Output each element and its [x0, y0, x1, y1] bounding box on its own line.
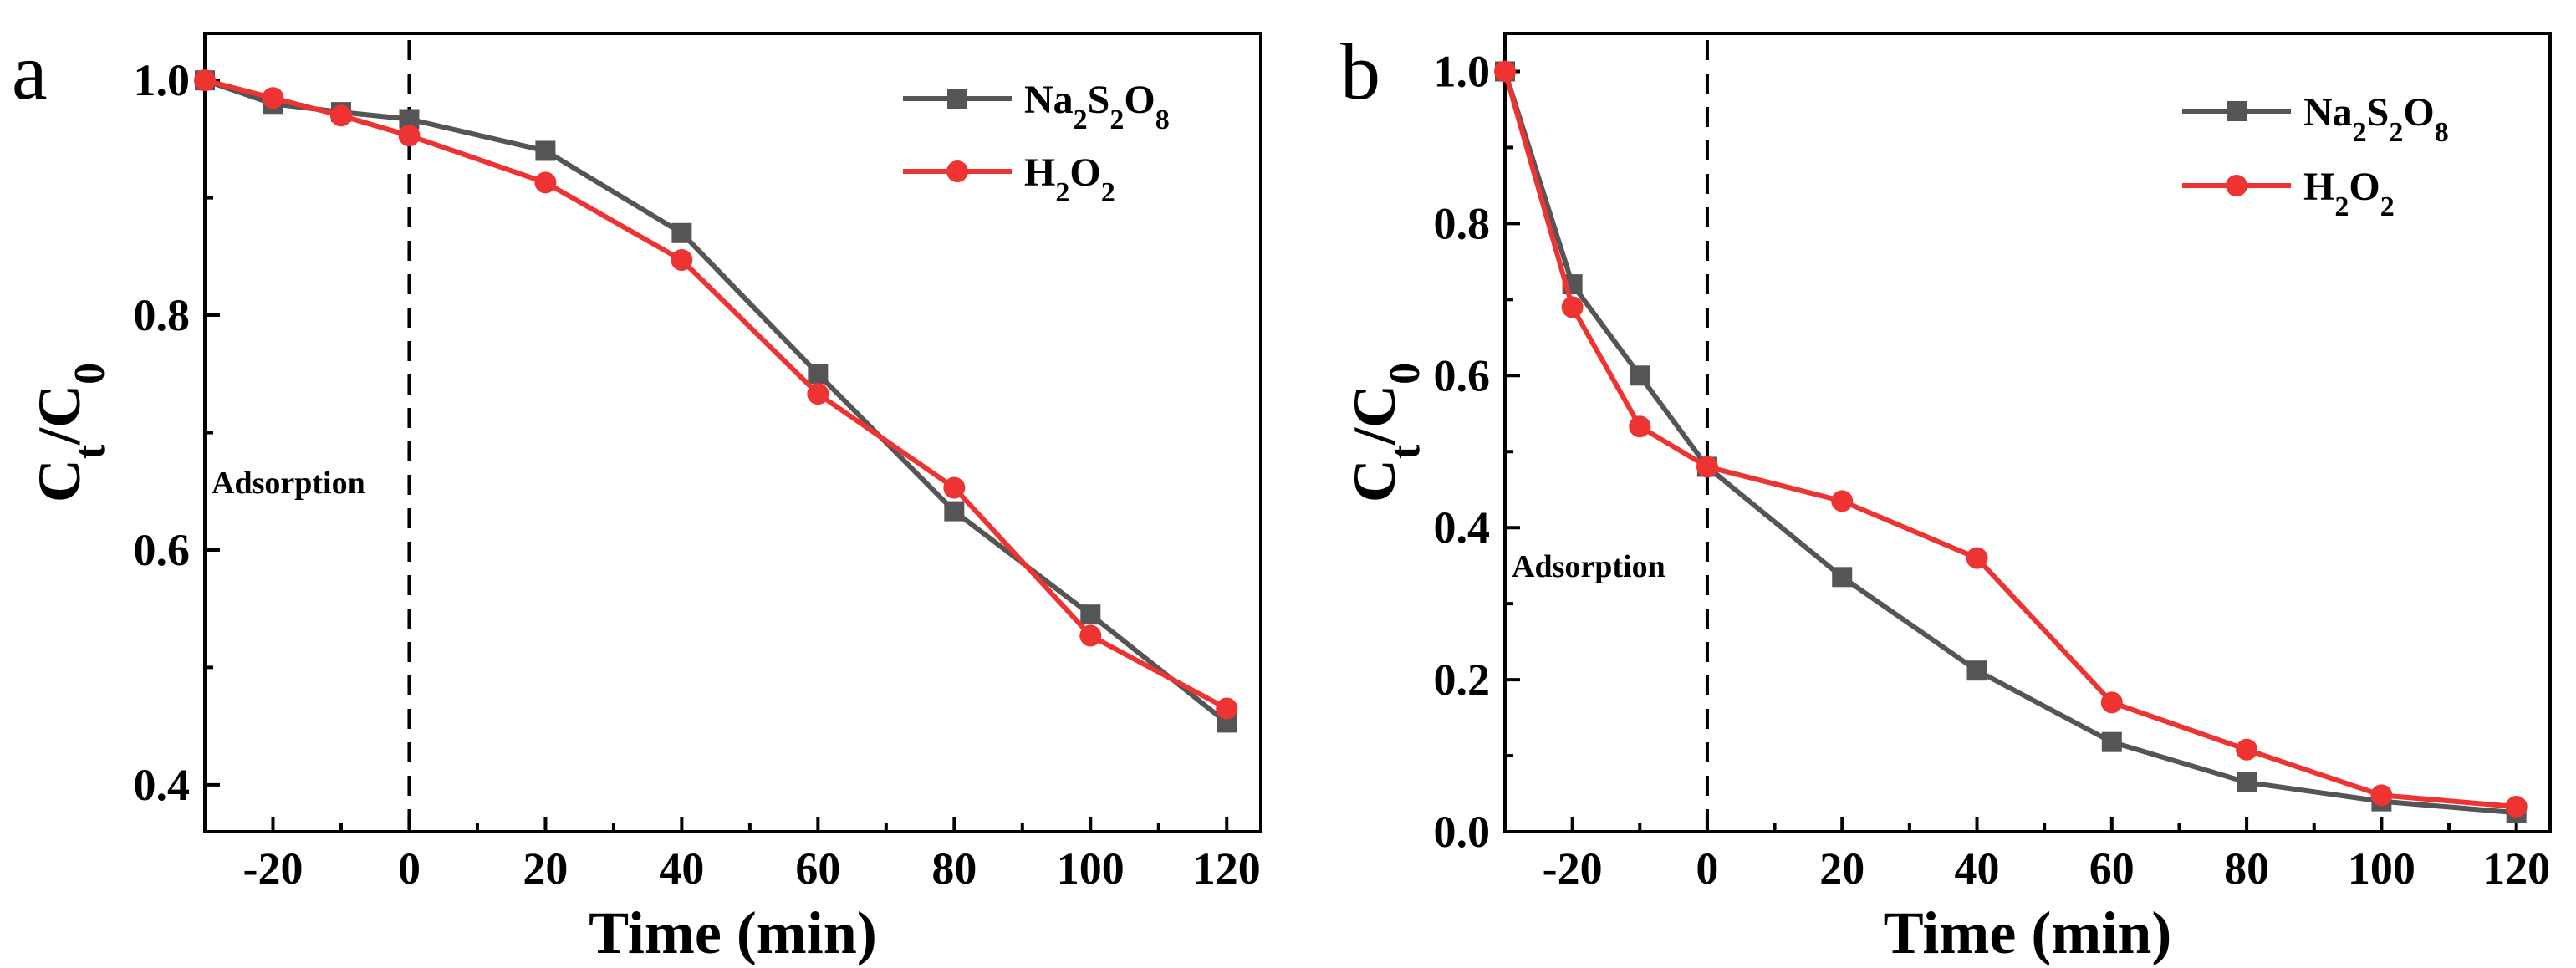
data-point-square: [2237, 772, 2257, 792]
x-tick-label: -20: [242, 843, 303, 894]
data-point-circle: [398, 125, 421, 147]
data-point-circle: [2236, 738, 2258, 761]
series-line: [204, 78, 1228, 711]
y-tick-label: 0.0: [1434, 807, 1491, 857]
legend-marker-circle: [946, 160, 968, 182]
legend-label: H2O2: [2303, 165, 2395, 222]
series-h2o2: [1494, 60, 2528, 818]
data-point-circle: [807, 383, 829, 405]
data-point-square: [2101, 731, 2122, 752]
x-tick-label: 80: [2224, 843, 2269, 894]
data-point-square: [1966, 660, 1987, 681]
data-point-circle: [1966, 547, 1988, 569]
panel-a: a -20 0 20 40 60 80 100 120 0.4 0.6 0.8 1.0 Time (min…: [12, 27, 1262, 966]
x-tick-label: 20: [1819, 843, 1864, 894]
data-point-circle: [943, 476, 966, 499]
legend-marker-square: [947, 89, 967, 109]
legend-entry: H2O2: [2182, 165, 2395, 222]
data-point-circle: [534, 171, 557, 194]
y-tick-label: 0.6: [1434, 350, 1491, 400]
panel-label-a: a: [12, 27, 48, 116]
data-point-circle: [1831, 490, 1854, 512]
data-point-circle: [1629, 415, 1651, 438]
x-tick-label: 0: [398, 843, 421, 894]
legend-label: H2O2: [1024, 150, 1115, 208]
x-tick-label: 60: [2089, 843, 2135, 894]
x-tick-label: 120: [1193, 843, 1261, 894]
data-point-circle: [329, 104, 352, 127]
data-point-square: [1080, 604, 1101, 625]
legend-marker-square: [2227, 101, 2247, 121]
y-axis-title: Ct/C0: [1341, 363, 1429, 502]
x-axis-title: Time (min): [1884, 899, 2172, 966]
y-tick-label: 0.6: [134, 525, 191, 575]
y-tick-label: 1.0: [1434, 46, 1491, 96]
adsorption-label: Adsorption: [1512, 549, 1665, 584]
adsorption-label: Adsorption: [212, 466, 365, 501]
y-axis-title-group: Ct/C0: [26, 363, 114, 502]
legend-label: Na2S2O8: [1024, 78, 1170, 135]
legend-entry: Na2S2O8: [2182, 90, 2449, 148]
data-point-circle: [2505, 795, 2528, 818]
x-tick-label: 20: [523, 843, 568, 894]
y-axis-title: Ct/C0: [26, 363, 114, 502]
y-tick-label: 0.2: [1434, 655, 1491, 705]
data-point-square: [535, 140, 556, 161]
data-point-square: [808, 364, 829, 385]
series-h2o2: [194, 69, 1238, 720]
data-point-circle: [1494, 60, 1516, 83]
y-tick-label: 1.0: [134, 55, 191, 105]
x-tick-label: 40: [1955, 843, 2000, 894]
plot-frame: [1503, 32, 2552, 833]
plot-frame: [203, 32, 1262, 833]
legend-marker-circle: [2226, 175, 2247, 196]
data-point-circle: [2370, 784, 2393, 807]
y-axis-title-group: Ct/C0: [1341, 363, 1429, 502]
x-axis-title: Time (min): [589, 899, 877, 966]
data-point-circle: [194, 69, 216, 92]
data-point-circle: [1216, 697, 1238, 720]
y-tick-label: 0.8: [134, 290, 191, 340]
data-point-circle: [1696, 456, 1718, 478]
y-tick-label: 0.4: [1434, 502, 1491, 553]
legend-label: Na2S2O8: [2303, 90, 2449, 148]
data-point-square: [944, 501, 965, 522]
data-point-circle: [671, 249, 693, 272]
panel-b: b -20 0 20 40 60 80 100 120 0.0 0.2 0.4 0.6 0.8 1.0 Tim…: [1340, 27, 2552, 966]
data-point-circle: [262, 87, 284, 110]
data-point-circle: [1561, 296, 1584, 318]
x-tick-label: 80: [931, 843, 977, 894]
data-point-square: [1630, 365, 1650, 386]
data-point-square: [1832, 567, 1853, 588]
data-point-circle: [1079, 624, 1102, 647]
y-tick-label: 0.4: [134, 760, 191, 810]
legend-entry: Na2S2O8: [903, 78, 1170, 135]
y-tick-label: 0.8: [1434, 198, 1491, 248]
x-tick-label: 0: [1696, 843, 1718, 894]
legend-entry: H2O2: [903, 150, 1115, 208]
series-line: [1502, 70, 2517, 809]
panel-label-b: b: [1340, 27, 1380, 116]
x-tick-label: 40: [659, 843, 704, 894]
x-tick-label: 60: [795, 843, 840, 894]
x-tick-label: 120: [2482, 843, 2550, 894]
x-tick-label: -20: [1543, 843, 1603, 894]
data-point-circle: [2100, 691, 2123, 714]
x-tick-label: 100: [2348, 843, 2415, 894]
series-line: [1502, 70, 2517, 816]
data-point-square: [671, 222, 692, 243]
x-tick-label: 100: [1057, 843, 1125, 894]
